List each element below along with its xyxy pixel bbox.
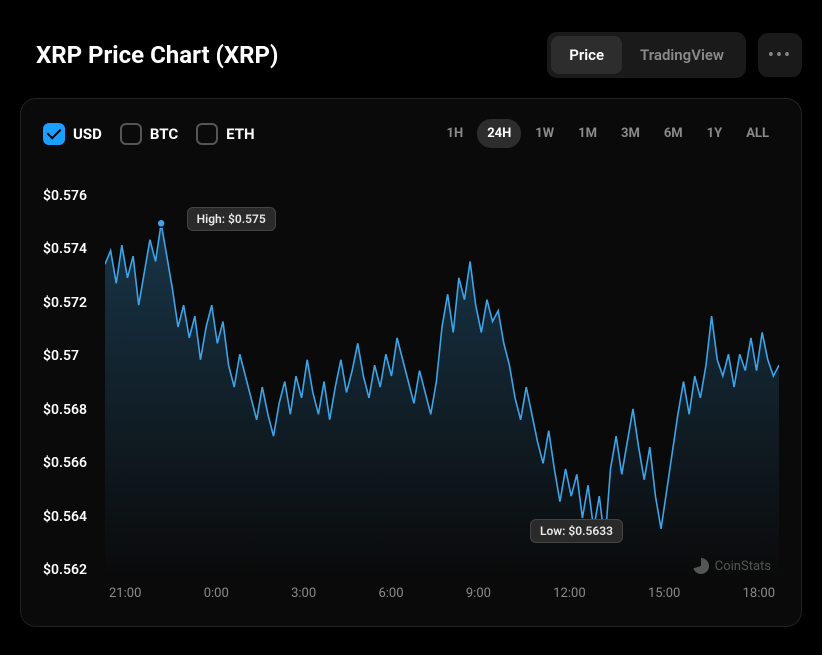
x-axis: 21:00 0:00 3:00 6:00 9:00 12:00 15:00 18:00 [105,586,779,608]
range-btn-3m[interactable]: 3M [611,119,650,148]
x-tick: 3:00 [291,586,316,608]
chart-plot[interactable] [105,196,779,578]
checkbox-icon [120,123,142,145]
x-tick: 0:00 [204,586,229,608]
high-annotation: High: $0.575 [187,207,276,231]
more-menu-button[interactable]: ••• [758,33,802,77]
currency-label: BTC [150,125,178,143]
range-btn-1h[interactable]: 1H [437,119,474,148]
view-tab-price[interactable]: Price [551,36,622,74]
y-tick: $0.568 [43,402,101,418]
watermark: CoinStats [693,558,771,574]
checkbox-icon [196,123,218,145]
currency-label: ETH [226,125,254,143]
y-tick: $0.572 [43,295,101,311]
range-btn-6m[interactable]: 6M [654,119,693,148]
currency-label: USD [73,125,102,143]
x-tick: 9:00 [466,586,491,608]
y-tick: $0.576 [43,188,101,204]
currency-toggle-eth[interactable]: ETH [196,123,254,145]
range-btn-1m[interactable]: 1M [568,119,607,148]
view-tab-tradingview[interactable]: TradingView [622,36,742,74]
range-btn-24h[interactable]: 24H [477,119,521,148]
y-tick: $0.566 [43,455,101,471]
x-tick: 12:00 [553,586,585,608]
range-toggles: 1H24H1W1M3M6M1YALL [437,119,779,148]
chart-card: USDBTCETH 1H24H1W1M3M6M1YALL $0.576$0.57… [20,98,802,627]
y-axis: $0.576 $0.574 $0.572 $0.57 $0.568 $0.566 $0.56… [43,188,101,578]
range-btn-1w[interactable]: 1W [525,119,564,148]
chart-area: $0.576 $0.574 $0.572 $0.57 $0.568 $0.566 $0.56… [43,188,779,608]
y-tick: $0.564 [43,509,101,525]
range-btn-all[interactable]: ALL [736,119,779,148]
coinstats-icon [693,558,709,574]
x-tick: 21:00 [109,586,141,608]
view-mode-toggle: PriceTradingView [547,32,746,78]
currency-toggles: USD BTC ETH [43,123,255,145]
y-tick: $0.574 [43,241,101,257]
watermark-text: CoinStats [715,559,771,574]
x-tick: 18:00 [743,586,775,608]
x-tick: 6:00 [378,586,403,608]
low-annotation: Low: $0.5633 [530,519,623,543]
y-tick: $0.562 [43,562,101,578]
range-btn-1y[interactable]: 1Y [697,119,733,148]
x-tick: 15:00 [648,586,680,608]
y-tick: $0.57 [43,348,101,364]
checkbox-icon [43,123,65,145]
page-title: XRP Price Chart (XRP) [36,41,278,69]
currency-toggle-usd[interactable]: USD [43,123,102,145]
currency-toggle-btc[interactable]: BTC [120,123,178,145]
